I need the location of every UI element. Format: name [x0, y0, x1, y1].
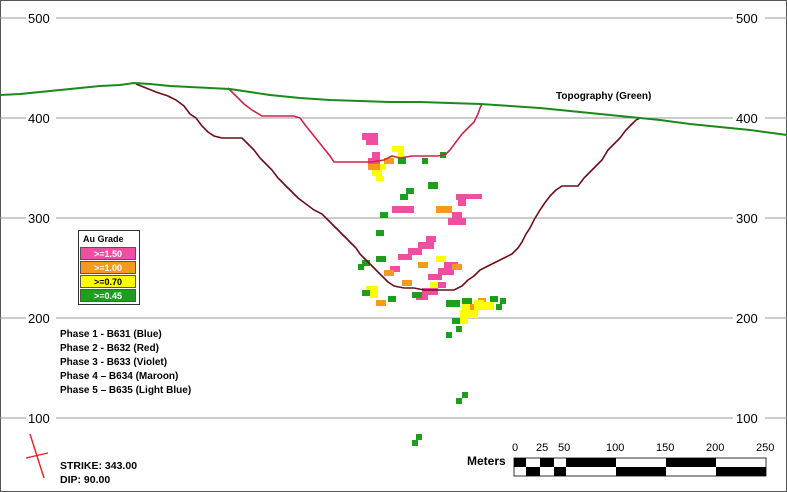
- scale-tick-150: 150: [656, 442, 674, 454]
- pit-shell-red: [227, 87, 483, 163]
- elev-label-right-200: 200: [736, 311, 758, 326]
- grade-blocks-lowest: [358, 152, 506, 446]
- elev-label-right-300: 300: [736, 211, 758, 226]
- phase-3-label: Phase 3 - B633 (Violet): [60, 357, 168, 368]
- elev-label-right-500: 500: [736, 11, 758, 26]
- elev-label-left-300: 300: [28, 211, 50, 226]
- strike-dip-symbol: [25, 433, 49, 479]
- elev-label-left-200: 200: [28, 311, 50, 326]
- phase-4-label: Phase 4 – B634 (Maroon): [60, 371, 179, 382]
- elevation-gridlines: [0, 17, 787, 419]
- elev-label-left-100: 100: [28, 411, 50, 426]
- grade-blocks: [358, 133, 506, 446]
- strike-label: STRIKE: 343.00: [60, 460, 138, 472]
- legend-item-high: >=1.50: [80, 247, 136, 260]
- legend-title: Au Grade (g/t): [83, 234, 124, 258]
- pit-shell-maroon: [135, 83, 641, 291]
- elev-label-right-400: 400: [736, 111, 758, 126]
- topography-label: Topography (Green): [556, 91, 651, 102]
- legend-item-low: >=0.70: [80, 275, 136, 288]
- elev-label-right-100: 100: [736, 411, 758, 426]
- scale-tick-100: 100: [606, 442, 624, 454]
- elev-label-left-400: 400: [28, 111, 50, 126]
- scale-tick-50: 50: [558, 442, 570, 454]
- phase-5-label: Phase 5 – B635 (Light Blue): [60, 385, 192, 396]
- elevation-labels-left: 500 400 300 200 100: [26, 10, 56, 426]
- phase-2-label: Phase 2 - B632 (Red): [60, 343, 159, 354]
- scale-title: Meters: [467, 454, 506, 468]
- elevation-labels-right: 500 400 300 200 100: [733, 10, 765, 426]
- grade-blocks-medium: [368, 158, 486, 310]
- scale-tick-25: 25: [536, 442, 548, 454]
- legend-item-medium: >=1.00: [80, 261, 136, 274]
- grade-blocks-high: [362, 133, 482, 300]
- grade-blocks-low: [366, 146, 494, 324]
- phase-1-label: Phase 1 - B631 (Blue): [60, 329, 162, 340]
- topography-line: [0, 81, 787, 136]
- scale-tick-0: 0: [512, 442, 518, 454]
- dip-label: DIP: 90.00: [60, 474, 111, 486]
- scale-bar: Meters 0 25 50 100 150 200 250: [467, 442, 774, 477]
- scale-tick-250: 250: [756, 442, 774, 454]
- elev-label-left-500: 500: [28, 11, 50, 26]
- legend-item-lowest: >=0.45: [80, 289, 136, 302]
- scale-tick-200: 200: [706, 442, 724, 454]
